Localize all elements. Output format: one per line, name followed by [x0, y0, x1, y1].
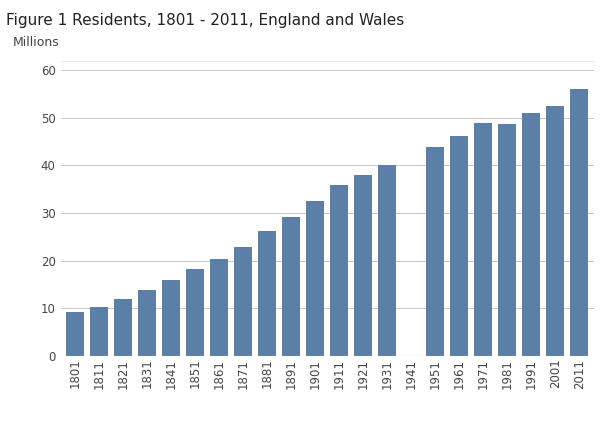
Bar: [547, 106, 564, 356]
Bar: [570, 89, 588, 356]
Bar: [258, 231, 276, 356]
Text: Figure 1 Residents, 1801 - 2011, England and Wales: Figure 1 Residents, 1801 - 2011, England…: [6, 13, 404, 28]
Bar: [450, 136, 468, 356]
Bar: [138, 290, 156, 356]
Bar: [474, 123, 493, 356]
Bar: [90, 307, 108, 356]
Bar: [282, 217, 300, 356]
Bar: [66, 312, 84, 356]
Bar: [210, 259, 228, 356]
Bar: [114, 299, 132, 356]
Bar: [427, 148, 444, 356]
Text: Millions: Millions: [13, 36, 59, 49]
Bar: [355, 175, 372, 356]
Bar: [234, 247, 252, 356]
Bar: [306, 201, 324, 356]
Bar: [330, 184, 348, 356]
Bar: [186, 269, 204, 356]
Bar: [498, 124, 516, 356]
Bar: [522, 113, 541, 356]
Bar: [162, 280, 180, 356]
Bar: [378, 165, 396, 356]
